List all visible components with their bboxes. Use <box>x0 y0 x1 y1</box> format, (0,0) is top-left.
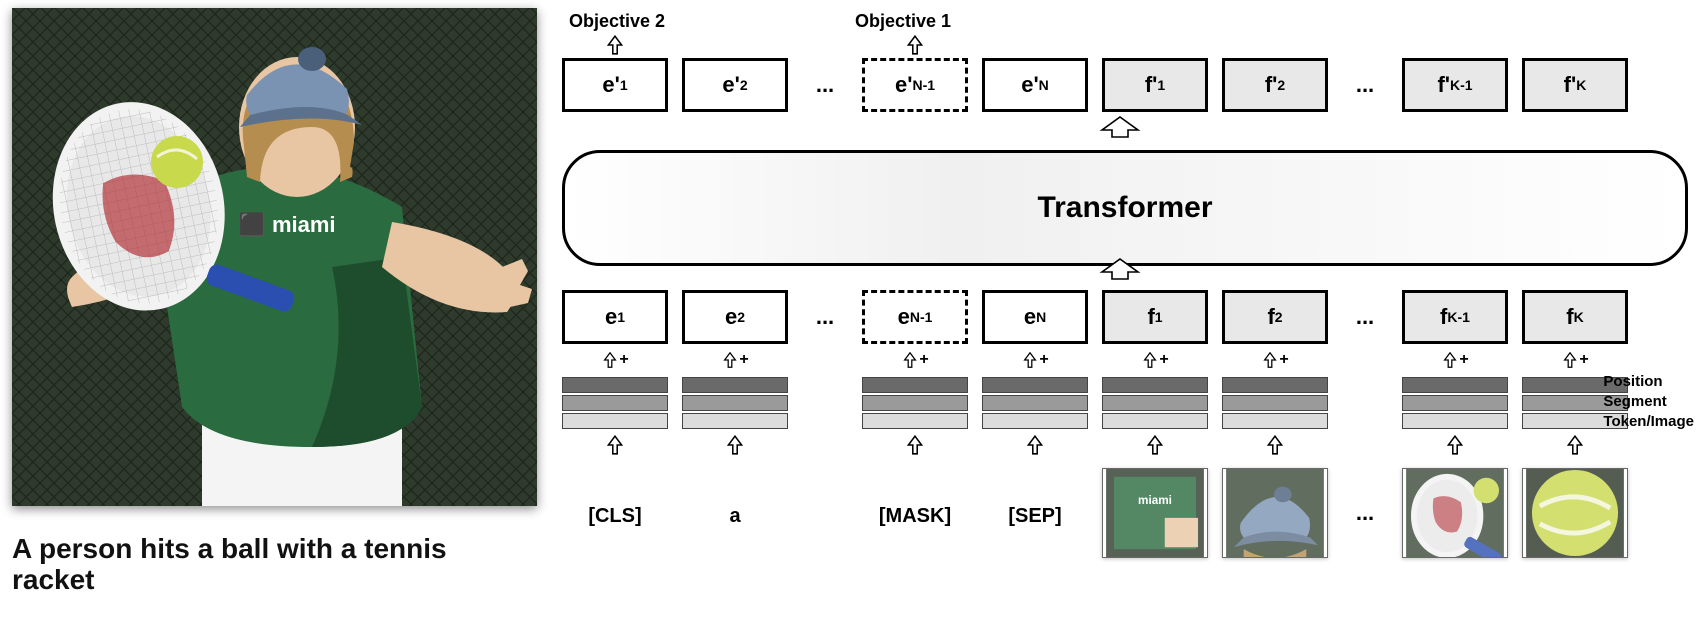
left-panel: ⬛ miami <box>12 8 552 623</box>
embedding-legend: Position Segment Token/Image <box>1603 372 1694 432</box>
out-e1: e'1 <box>562 58 668 112</box>
svg-text:miami: miami <box>1138 494 1172 507</box>
arrow-plus-icon: + <box>982 351 1088 369</box>
input-row: e1 e2 ... eN-1 eN f1 f2 ... fK-1 fK <box>552 288 1688 346</box>
objective-1-label: Objective 1 <box>850 11 956 32</box>
caption: A person hits a ball with a tennis racke… <box>12 534 528 596</box>
arrow-up-icon <box>1222 434 1328 456</box>
in-fK-1: fK-1 <box>1402 290 1508 344</box>
in-e1: e1 <box>562 290 668 344</box>
image-patch-3 <box>1402 468 1508 558</box>
arrow-up-icon <box>562 34 668 56</box>
in-eN: eN <box>982 290 1088 344</box>
arrow-plus-icon: + <box>1402 351 1508 369</box>
legend-segment: Segment <box>1603 392 1694 412</box>
arrow-up-icon <box>862 34 968 56</box>
dots: ... <box>1342 304 1388 330</box>
embedding-row <box>552 372 1688 434</box>
objective-arrows <box>552 34 1688 56</box>
in-eN-1: eN-1 <box>862 290 968 344</box>
arrow-up-icon <box>1522 434 1628 456</box>
in-e2: e2 <box>682 290 788 344</box>
token-cls: [CLS] <box>562 499 668 528</box>
dots: ... <box>1342 72 1388 98</box>
emb-stack <box>1402 377 1508 429</box>
dots: ... <box>802 304 848 330</box>
out-e2: e'2 <box>682 58 788 112</box>
out-eN-1: e'N-1 <box>862 58 968 112</box>
arrow-up-wide-icon <box>1098 258 1142 285</box>
legend-token: Token/Image <box>1603 412 1694 432</box>
arrow-up-icon <box>1402 434 1508 456</box>
arrow-plus-icon: + <box>862 351 968 369</box>
emb-stack <box>1222 377 1328 429</box>
transformer-row: Transformer <box>552 138 1688 278</box>
token-row: [CLS] a [MASK] [SEP] miami ... <box>552 458 1688 568</box>
transformer-block: Transformer <box>562 150 1688 266</box>
dots: ... <box>1342 500 1388 526</box>
arrow-up-icon <box>862 434 968 456</box>
plus-arrow-row: + + + + + + + + <box>552 348 1688 372</box>
image-patch-4 <box>1522 468 1628 558</box>
arrow-plus-icon: + <box>682 351 788 369</box>
objectives-row: Objective 2 Objective 1 <box>552 8 1688 34</box>
image-patch-1: miami <box>1102 468 1208 558</box>
arrow-plus-icon: + <box>562 351 668 369</box>
image-patch-2 <box>1222 468 1328 558</box>
token-mask: [MASK] <box>862 499 968 528</box>
svg-text:⬛ miami: ⬛ miami <box>238 212 335 237</box>
objective-2-label: Objective 2 <box>564 11 670 32</box>
arrow-up-icon <box>1102 434 1208 456</box>
in-f1: f1 <box>1102 290 1208 344</box>
emb-stack <box>1102 377 1208 429</box>
emb-stack <box>982 377 1088 429</box>
token-sep: [SEP] <box>982 499 1088 528</box>
arrow-up-icon <box>562 434 668 456</box>
arrow-plus-icon: + <box>1102 351 1208 369</box>
emb-stack <box>562 377 668 429</box>
output-row: e'1 e'2 ... e'N-1 e'N f'1 f'2 ... f'K-1 … <box>552 56 1688 114</box>
emb-stack <box>682 377 788 429</box>
in-f2: f2 <box>1222 290 1328 344</box>
out-f1: f'1 <box>1102 58 1208 112</box>
out-fK-1: f'K-1 <box>1402 58 1508 112</box>
arrow-plus-icon: + <box>1522 351 1628 369</box>
out-fK: f'K <box>1522 58 1628 112</box>
dots: ... <box>802 72 848 98</box>
arrow-up-icon <box>682 434 788 456</box>
out-eN: e'N <box>982 58 1088 112</box>
diagram-panel: Objective 2 Objective 1 e'1 e'2 ... e'N-… <box>552 8 1688 623</box>
in-fK: fK <box>1522 290 1628 344</box>
token-arrow-row <box>552 434 1688 456</box>
main-photo: ⬛ miami <box>12 8 537 506</box>
emb-stack <box>862 377 968 429</box>
arrow-up-icon <box>982 434 1088 456</box>
token-a: a <box>682 499 788 528</box>
out-f2: f'2 <box>1222 58 1328 112</box>
legend-position: Position <box>1603 372 1694 392</box>
arrow-plus-icon: + <box>1222 351 1328 369</box>
